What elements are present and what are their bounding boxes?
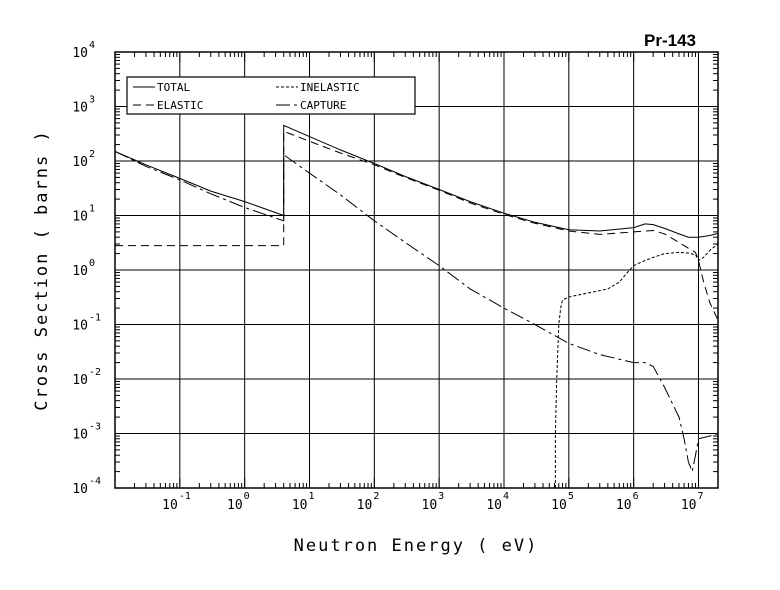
x-tick-label-exponent: 5 [568, 491, 574, 502]
legend-label-elastic: ELASTIC [157, 99, 203, 112]
x-tick-label-base: 10 [681, 498, 697, 513]
y-tick-label-base: 10 [72, 428, 88, 443]
x-tick-label-base: 10 [292, 498, 308, 513]
legend: TOTAL ELASTIC INELASTIC CAPTURE [126, 76, 416, 115]
x-tick-label-base: 10 [616, 498, 632, 513]
y-tick-label-exponent: -1 [89, 313, 101, 324]
y-tick-label-base: 10 [72, 264, 88, 279]
y-tick-label-base: 10 [72, 373, 88, 388]
legend-label-total: TOTAL [157, 81, 190, 94]
y-tick-label-exponent: 4 [89, 40, 95, 51]
y-tick-label-base: 10 [72, 155, 88, 170]
axis-ticks [114, 52, 719, 488]
x-tick-label-exponent: 3 [438, 491, 444, 502]
x-tick-label-base: 10 [422, 498, 438, 513]
series-line-total [114, 124, 719, 238]
y-tick-label-exponent: 3 [89, 95, 95, 106]
x-tick-label-exponent: 0 [244, 491, 250, 502]
x-tick-label-base: 10 [162, 498, 178, 513]
y-tick-label-base: 10 [72, 319, 88, 334]
x-tick-label-exponent: 1 [308, 491, 314, 502]
x-tick-label-exponent: 6 [633, 491, 639, 502]
plot-frame [114, 51, 719, 489]
x-tick-label-exponent: 2 [373, 491, 379, 502]
y-tick-label-base: 10 [72, 482, 88, 497]
data-series [114, 124, 719, 488]
x-tick-label-exponent: -1 [179, 491, 191, 502]
y-tick-label-exponent: -4 [89, 476, 101, 487]
x-tick-label-base: 10 [357, 498, 373, 513]
y-tick-label-base: 10 [72, 101, 88, 116]
y-axis-label: Cross Section ( barns ) [32, 129, 52, 410]
legend-label-capture: CAPTURE [300, 99, 346, 112]
x-tick-label-base: 10 [227, 498, 243, 513]
x-tick-label-base: 10 [551, 498, 567, 513]
y-tick-label-base: 10 [72, 46, 88, 61]
y-tick-label-exponent: 0 [89, 258, 95, 269]
y-tick-label-exponent: 1 [89, 204, 95, 215]
x-tick-label-exponent: 4 [503, 491, 509, 502]
chart-title: Pr-143 [644, 31, 696, 50]
x-axis-label: Neutron Energy ( eV) [294, 536, 539, 556]
y-tick-label-exponent: 2 [89, 149, 95, 160]
y-tick-label-exponent: -3 [89, 422, 101, 433]
legend-box [126, 76, 416, 115]
series-line-capture [114, 150, 719, 474]
series-line-elastic [115, 130, 719, 321]
legend-label-inelastic: INELASTIC [300, 81, 360, 94]
y-tick-label-base: 10 [72, 210, 88, 225]
y-tick-label-exponent: -2 [89, 367, 101, 378]
series-line-inelastic [554, 243, 719, 488]
x-tick-label-exponent: 7 [697, 491, 703, 502]
x-tick-label-base: 10 [486, 498, 502, 513]
grid-lines [115, 52, 718, 488]
